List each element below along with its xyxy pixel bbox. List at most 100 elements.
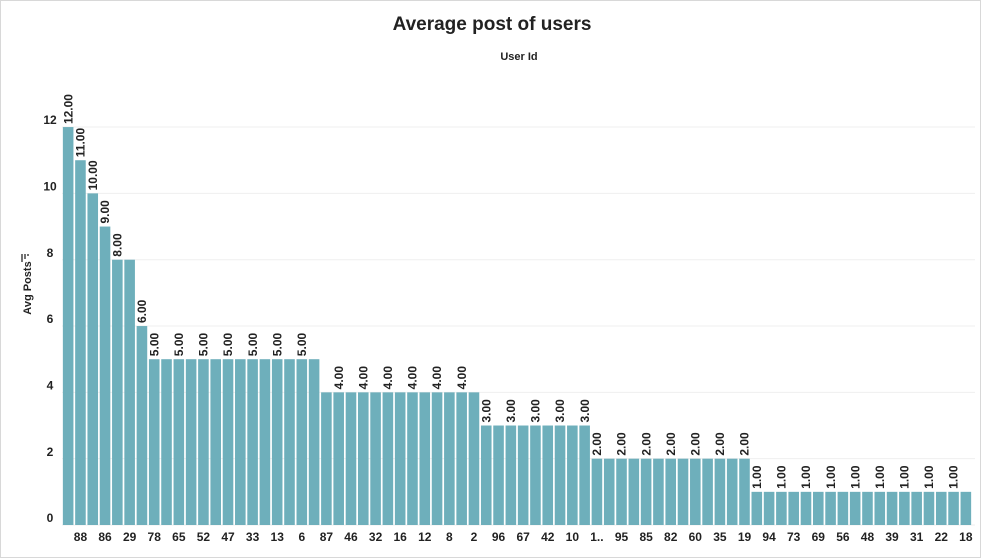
bar [849,491,861,525]
bar [419,392,431,525]
chart-title: Average post of users [393,14,592,35]
data-label: 3.00 [479,399,493,423]
data-label: 1.00 [947,465,961,489]
bar [542,425,554,525]
x-tick-label: 32 [369,530,383,544]
bar [603,458,615,525]
bar [296,359,308,525]
bar [653,458,664,525]
x-tick-label: 87 [320,530,334,544]
data-label: 5.00 [221,333,235,357]
bar [751,491,763,525]
x-tick-label: 47 [221,530,235,544]
bar [62,127,74,525]
bar [247,359,258,525]
bar [554,425,566,525]
x-tick-label: 35 [713,530,727,544]
bar [800,491,812,525]
bar [837,491,849,525]
bar [923,491,935,525]
x-tick-label: 65 [172,530,186,544]
x-tick-label: 67 [516,530,530,544]
data-label: 5.00 [295,333,309,357]
bar [148,359,160,525]
y-tick-label: 10 [43,180,57,194]
y-axis-title: Avg Posts [22,261,34,314]
bar [739,458,750,525]
bar [505,425,517,525]
bar [530,425,541,525]
bar [480,425,492,525]
x-tick-label: 16 [393,530,407,544]
bar [960,491,972,525]
data-label: 5.00 [270,333,284,357]
y-tick-label: 6 [47,312,54,326]
bar [591,458,603,525]
bar [726,458,738,525]
data-label: 1.00 [824,465,838,489]
x-tick-label: 96 [492,530,506,544]
bar [357,392,369,525]
column-header: User Id [500,51,537,63]
bar [112,259,123,525]
bar [468,392,480,525]
x-tick-label: 85 [639,530,653,544]
bar [345,392,357,525]
y-tick-label: 4 [47,379,54,393]
bar [161,359,172,525]
bar [124,259,135,525]
x-tick-label: 94 [762,530,776,544]
data-label: 1.00 [775,465,789,489]
bar [665,458,677,525]
bar [911,491,922,525]
data-label: 2.00 [738,432,752,456]
data-label: 3.00 [578,399,592,423]
x-tick-label: 22 [935,530,949,544]
bar [862,491,873,525]
bar [382,392,394,525]
data-label: 1.00 [922,465,936,489]
bar [456,392,467,525]
bar [370,392,381,525]
bar [874,491,886,525]
x-tick-label: 13 [271,530,285,544]
bar [321,392,332,525]
x-tick-label: 42 [541,530,555,544]
bar [812,491,824,525]
x-tick-label: 39 [885,530,899,544]
bar [776,491,787,525]
x-tick-label: 78 [148,530,162,544]
y-tick-label: 12 [43,113,57,127]
data-label: 4.00 [332,366,346,390]
data-label: 12.00 [61,94,75,124]
bar [431,392,443,525]
data-label: 2.00 [615,432,629,456]
bar [136,326,148,525]
bar [259,359,271,525]
data-label: 3.00 [529,399,543,423]
bar [714,458,726,525]
data-label: 3.00 [504,399,518,423]
data-label: 5.00 [246,333,260,357]
data-label: 3.00 [553,399,567,423]
bar [628,458,640,525]
x-tick-label: 2 [471,530,478,544]
bar [517,425,529,525]
x-tick-label: 6 [298,530,305,544]
x-tick-label: 69 [812,530,826,544]
bar [493,425,504,525]
data-label: 5.00 [172,333,186,357]
x-tick-label: 95 [615,530,629,544]
bar [407,392,418,525]
data-label: 4.00 [381,366,395,390]
bar [690,458,701,525]
sort-icon[interactable] [21,254,29,262]
bar [886,491,898,525]
data-label: 2.00 [590,432,604,456]
x-tick-label: 48 [861,530,875,544]
y-tick-label: 0 [47,511,54,525]
x-tick-label: 31 [910,530,924,544]
data-label: 2.00 [664,432,678,456]
bar [763,491,775,525]
bar [284,359,295,525]
